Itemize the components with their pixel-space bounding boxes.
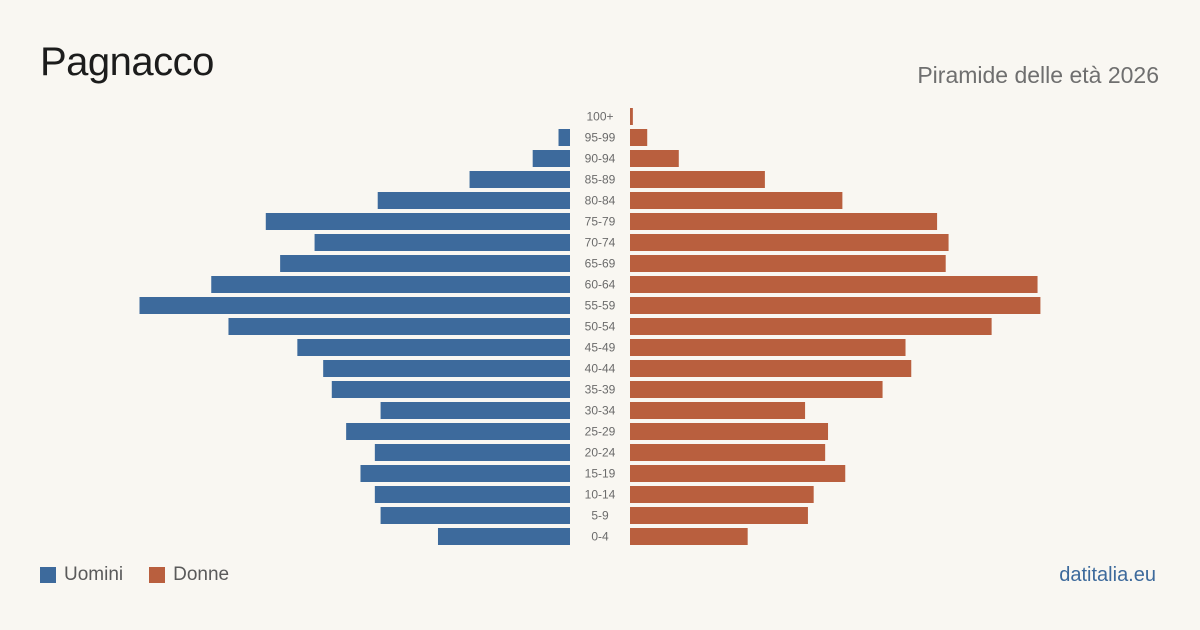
legend-swatch-men	[40, 567, 56, 583]
bar-women-50-54	[630, 318, 992, 335]
legend-item-women: Donne	[149, 564, 229, 586]
bar-men-80-84	[377, 192, 570, 209]
bar-men-55-59	[139, 297, 570, 314]
bar-men-50-54	[228, 318, 570, 335]
bar-men-20-24	[374, 444, 570, 461]
bar-men-25-29	[346, 423, 570, 440]
bar-men-30-34	[380, 402, 570, 419]
legend-label-men: Uomini	[64, 564, 124, 585]
bar-women-30-34	[630, 402, 806, 419]
age-label-100+: 100+	[586, 110, 613, 124]
bar-women-70-74	[630, 234, 949, 251]
age-label-60-64: 60-64	[585, 278, 616, 292]
age-label-90-94: 90-94	[585, 152, 616, 166]
bar-men-75-79	[265, 213, 570, 230]
bar-women-25-29	[630, 423, 829, 440]
bar-men-95-99	[558, 129, 570, 146]
age-label-5-9: 5-9	[591, 509, 609, 523]
source-link[interactable]: datitalia.eu	[1059, 564, 1156, 586]
bar-women-20-24	[630, 444, 826, 461]
bar-men-85-89	[469, 171, 570, 188]
bar-men-45-49	[297, 339, 570, 356]
bar-men-5-9	[380, 507, 570, 524]
age-label-45-49: 45-49	[585, 341, 616, 355]
age-label-40-44: 40-44	[585, 362, 616, 376]
bar-women-55-59	[630, 297, 1041, 314]
age-label-70-74: 70-74	[585, 236, 616, 250]
bar-women-60-64	[630, 276, 1038, 293]
bar-women-10-14	[630, 486, 814, 503]
page-title: Pagnacco	[40, 40, 214, 84]
bar-men-35-39	[331, 381, 570, 398]
bar-men-90-94	[532, 150, 570, 167]
age-label-55-59: 55-59	[585, 299, 616, 313]
age-label-65-69: 65-69	[585, 257, 616, 271]
bar-women-45-49	[630, 339, 906, 356]
bar-women-95-99	[630, 129, 648, 146]
bar-women-40-44	[630, 360, 912, 377]
bar-men-40-44	[323, 360, 570, 377]
bar-women-100+	[630, 108, 633, 125]
age-label-0-4: 0-4	[591, 530, 609, 544]
bar-men-10-14	[374, 486, 570, 503]
age-label-80-84: 80-84	[585, 194, 616, 208]
bar-women-85-89	[630, 171, 765, 188]
legend: Uomini Donne	[40, 564, 255, 586]
age-label-20-24: 20-24	[585, 446, 616, 460]
age-label-25-29: 25-29	[585, 425, 616, 439]
bar-women-5-9	[630, 507, 808, 524]
age-label-85-89: 85-89	[585, 173, 616, 187]
bar-women-15-19	[630, 465, 846, 482]
bar-men-60-64	[211, 276, 570, 293]
bar-men-0-4	[437, 528, 570, 545]
bar-women-0-4	[630, 528, 748, 545]
chart-subtitle: Piramide delle età 2026	[917, 62, 1159, 88]
age-label-75-79: 75-79	[585, 215, 616, 229]
age-label-10-14: 10-14	[585, 488, 616, 502]
bar-women-80-84	[630, 192, 843, 209]
legend-item-men: Uomini	[40, 564, 123, 586]
bar-men-70-74	[314, 234, 570, 251]
age-label-35-39: 35-39	[585, 383, 616, 397]
bar-men-15-19	[360, 465, 570, 482]
age-label-95-99: 95-99	[585, 131, 616, 145]
age-label-50-54: 50-54	[585, 320, 616, 334]
bar-women-90-94	[630, 150, 679, 167]
bar-women-35-39	[630, 381, 883, 398]
bar-women-65-69	[630, 255, 946, 272]
bar-men-65-69	[280, 255, 570, 272]
legend-label-women: Donne	[173, 564, 230, 585]
age-label-15-19: 15-19	[585, 467, 616, 481]
bar-women-75-79	[630, 213, 938, 230]
legend-swatch-women	[149, 567, 166, 583]
age-label-30-34: 30-34	[585, 404, 616, 418]
